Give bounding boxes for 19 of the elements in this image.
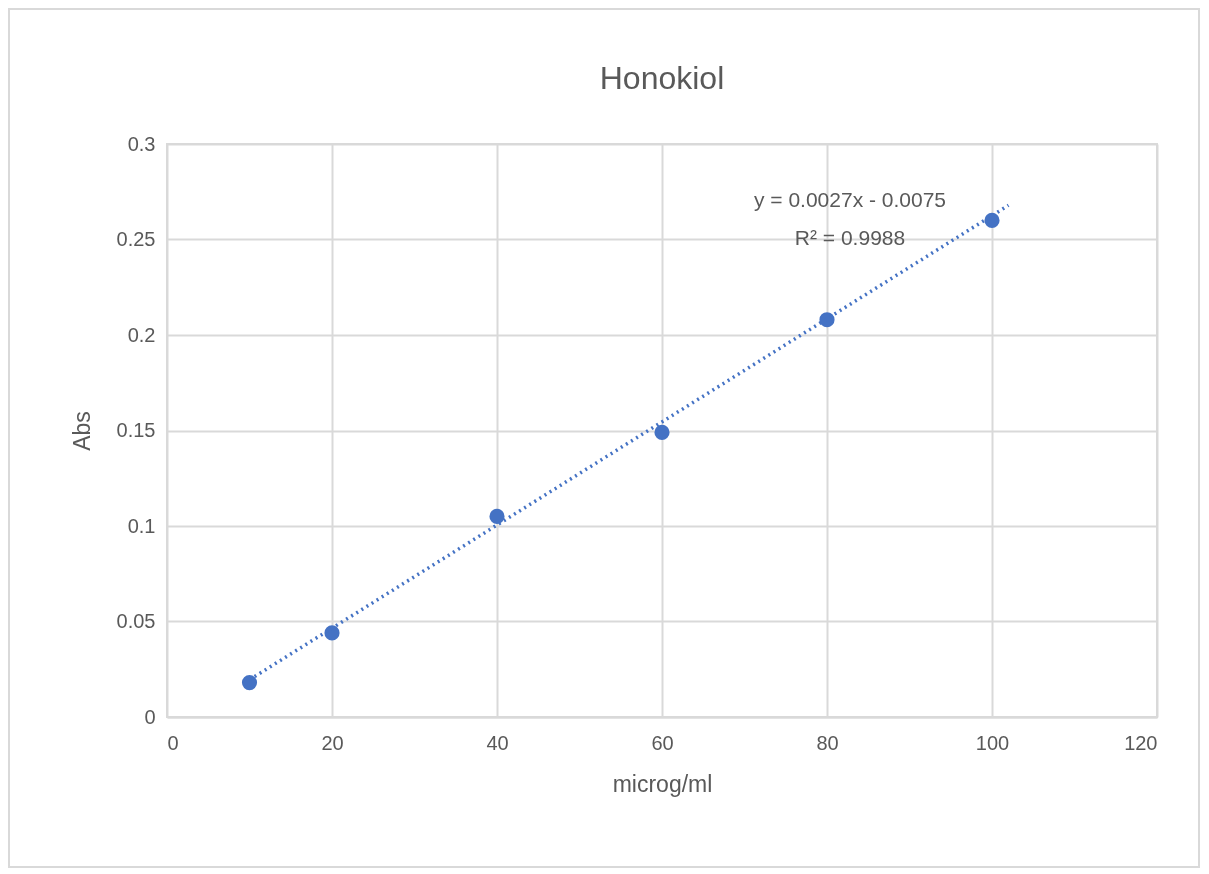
- y-axis-title: Abs: [68, 411, 95, 451]
- x-tick-label: 100: [975, 731, 1010, 754]
- x-tick-label: 120: [1124, 731, 1158, 754]
- annotation: y = 0.0027x - 0.0075: [753, 188, 947, 211]
- x-axis-title: microg/ml: [612, 770, 713, 797]
- chart-title: Honokiol: [599, 60, 725, 96]
- x-tick-label: 80: [816, 731, 839, 754]
- y-tick-label: 0.25: [116, 228, 156, 250]
- x-tick-label: 60: [651, 731, 674, 754]
- annotation: R² = 0.9988: [794, 226, 906, 249]
- y-tick-label: 0.1: [127, 514, 156, 537]
- y-tick-label: 0.15: [116, 419, 156, 441]
- y-tick-label: 0: [144, 705, 156, 728]
- x-tick-label: 20: [321, 731, 344, 754]
- x-tick-label: 0: [167, 731, 179, 754]
- y-tick-label: 0.05: [116, 610, 156, 632]
- y-tick-label: 0.3: [127, 132, 156, 155]
- y-tick-label: 0.2: [127, 323, 156, 346]
- x-tick-label: 40: [486, 731, 509, 754]
